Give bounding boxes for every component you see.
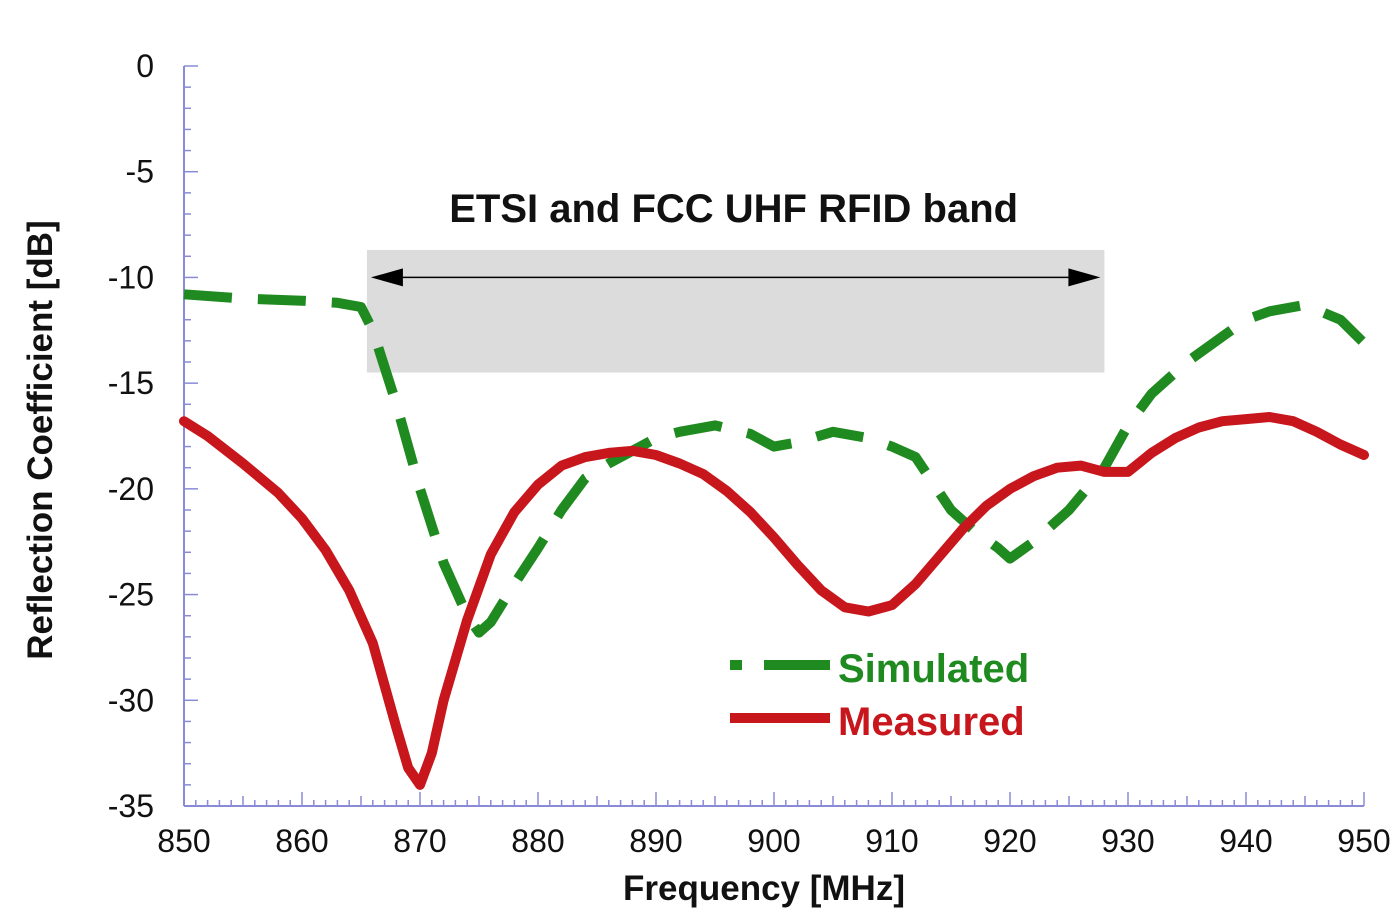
labels: ETSI and FCC UHF RFID band Frequency [MH… xyxy=(21,187,1018,908)
ticks: 850 860 870 880 890 900 910 920 930 940 950 0 -5 -10 -… xyxy=(108,48,1391,859)
band-annotation-title: ETSI and FCC UHF RFID band xyxy=(449,187,1018,231)
y-tick-label: -15 xyxy=(108,365,154,401)
legend: Simulated Measured xyxy=(730,647,1029,744)
band-arrow-right-head xyxy=(1068,268,1101,287)
x-tick-label: 870 xyxy=(393,823,446,859)
x-tick-label: 860 xyxy=(275,823,328,859)
x-tick-label: 890 xyxy=(629,823,682,859)
x-tick-label: 850 xyxy=(157,823,210,859)
legend-measured-label: Measured xyxy=(838,700,1025,744)
x-tick-label: 920 xyxy=(983,823,1036,859)
y-tick-label: -20 xyxy=(108,471,154,507)
x-tick-label: 940 xyxy=(1219,823,1272,859)
x-tick-label: 930 xyxy=(1101,823,1154,859)
x-axis-title: Frequency [MHz] xyxy=(623,869,905,908)
y-tick-label: -30 xyxy=(108,682,154,718)
y-tick-label: -35 xyxy=(108,788,154,824)
rfid-band-rect xyxy=(366,249,1105,373)
series-measured-line xyxy=(179,412,1369,790)
series xyxy=(179,289,1369,790)
band-layer xyxy=(366,249,1105,373)
legend-simulated-label: Simulated xyxy=(838,647,1029,691)
y-axis-title: Reflection Coefficient [dB] xyxy=(21,220,60,659)
y-tick-label: 0 xyxy=(136,48,154,84)
x-tick-label: 910 xyxy=(865,823,918,859)
series-simulated-line xyxy=(183,289,1368,638)
y-tick-label: -5 xyxy=(126,154,154,190)
band-arrow-left-head xyxy=(370,268,403,287)
x-tick-label: 880 xyxy=(511,823,564,859)
x-tick-label: 950 xyxy=(1337,823,1390,859)
x-tick-label: 900 xyxy=(747,823,800,859)
y-tick-label: -10 xyxy=(108,259,154,295)
y-tick-label: -25 xyxy=(108,577,154,613)
